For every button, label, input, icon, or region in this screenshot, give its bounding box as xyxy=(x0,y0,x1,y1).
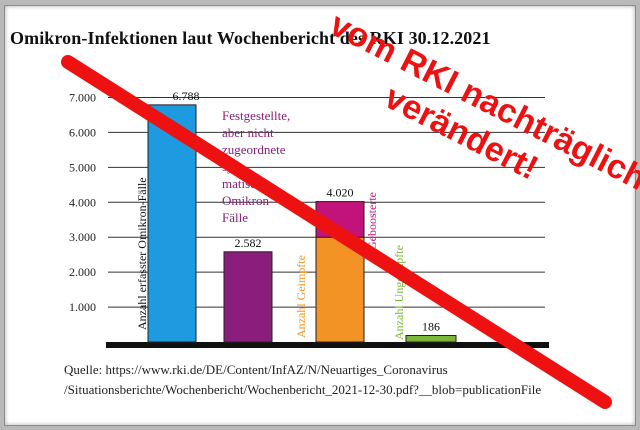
x-axis-baseline xyxy=(106,342,549,348)
y-tick-label: 3.000 xyxy=(69,230,96,244)
y-tick-label: 1.000 xyxy=(69,300,96,314)
bar-annotation-vaccinated: Anzahl Geimpfte xyxy=(294,255,308,338)
y-tick-label: 4.000 xyxy=(69,195,96,209)
y-tick-label: 2.000 xyxy=(69,265,96,279)
y-tick-label: 7.000 xyxy=(69,90,96,104)
source-citation: Quelle: https://www.rki.de/DE/Content/In… xyxy=(64,360,541,400)
side-note-line: aber nicht xyxy=(222,125,274,140)
bar-annotation-total: Anzahl erfasster Omikron-Fälle xyxy=(135,177,149,330)
source-line-1: Quelle: https://www.rki.de/DE/Content/In… xyxy=(64,362,448,377)
y-tick-label: 6.000 xyxy=(69,125,96,139)
bar-value-label: 6.788 xyxy=(173,89,200,103)
bar-annotation-unvaccinated: Anzahl Ungeimpfte xyxy=(392,245,406,340)
y-tick-label: 5.000 xyxy=(69,160,96,174)
bar-segment xyxy=(315,236,365,343)
side-note-line: Fälle xyxy=(222,210,248,225)
bar xyxy=(147,104,197,343)
bar-value-label: 186 xyxy=(422,320,440,334)
side-note-line: Festgestellte, xyxy=(222,108,290,123)
bar-value-label: 2.582 xyxy=(235,236,262,250)
side-note-line: Omikron- xyxy=(222,193,273,208)
source-line-2: /Situationsberichte/Wochenbericht/Wochen… xyxy=(64,382,542,397)
bar xyxy=(223,251,273,343)
side-note-line: sym- xyxy=(222,159,248,174)
side-note-line: matische xyxy=(222,176,268,191)
chart-title: Omikron-Infektionen laut Wochenbericht d… xyxy=(10,28,491,48)
bar-segment xyxy=(315,201,365,238)
bar xyxy=(405,335,457,343)
